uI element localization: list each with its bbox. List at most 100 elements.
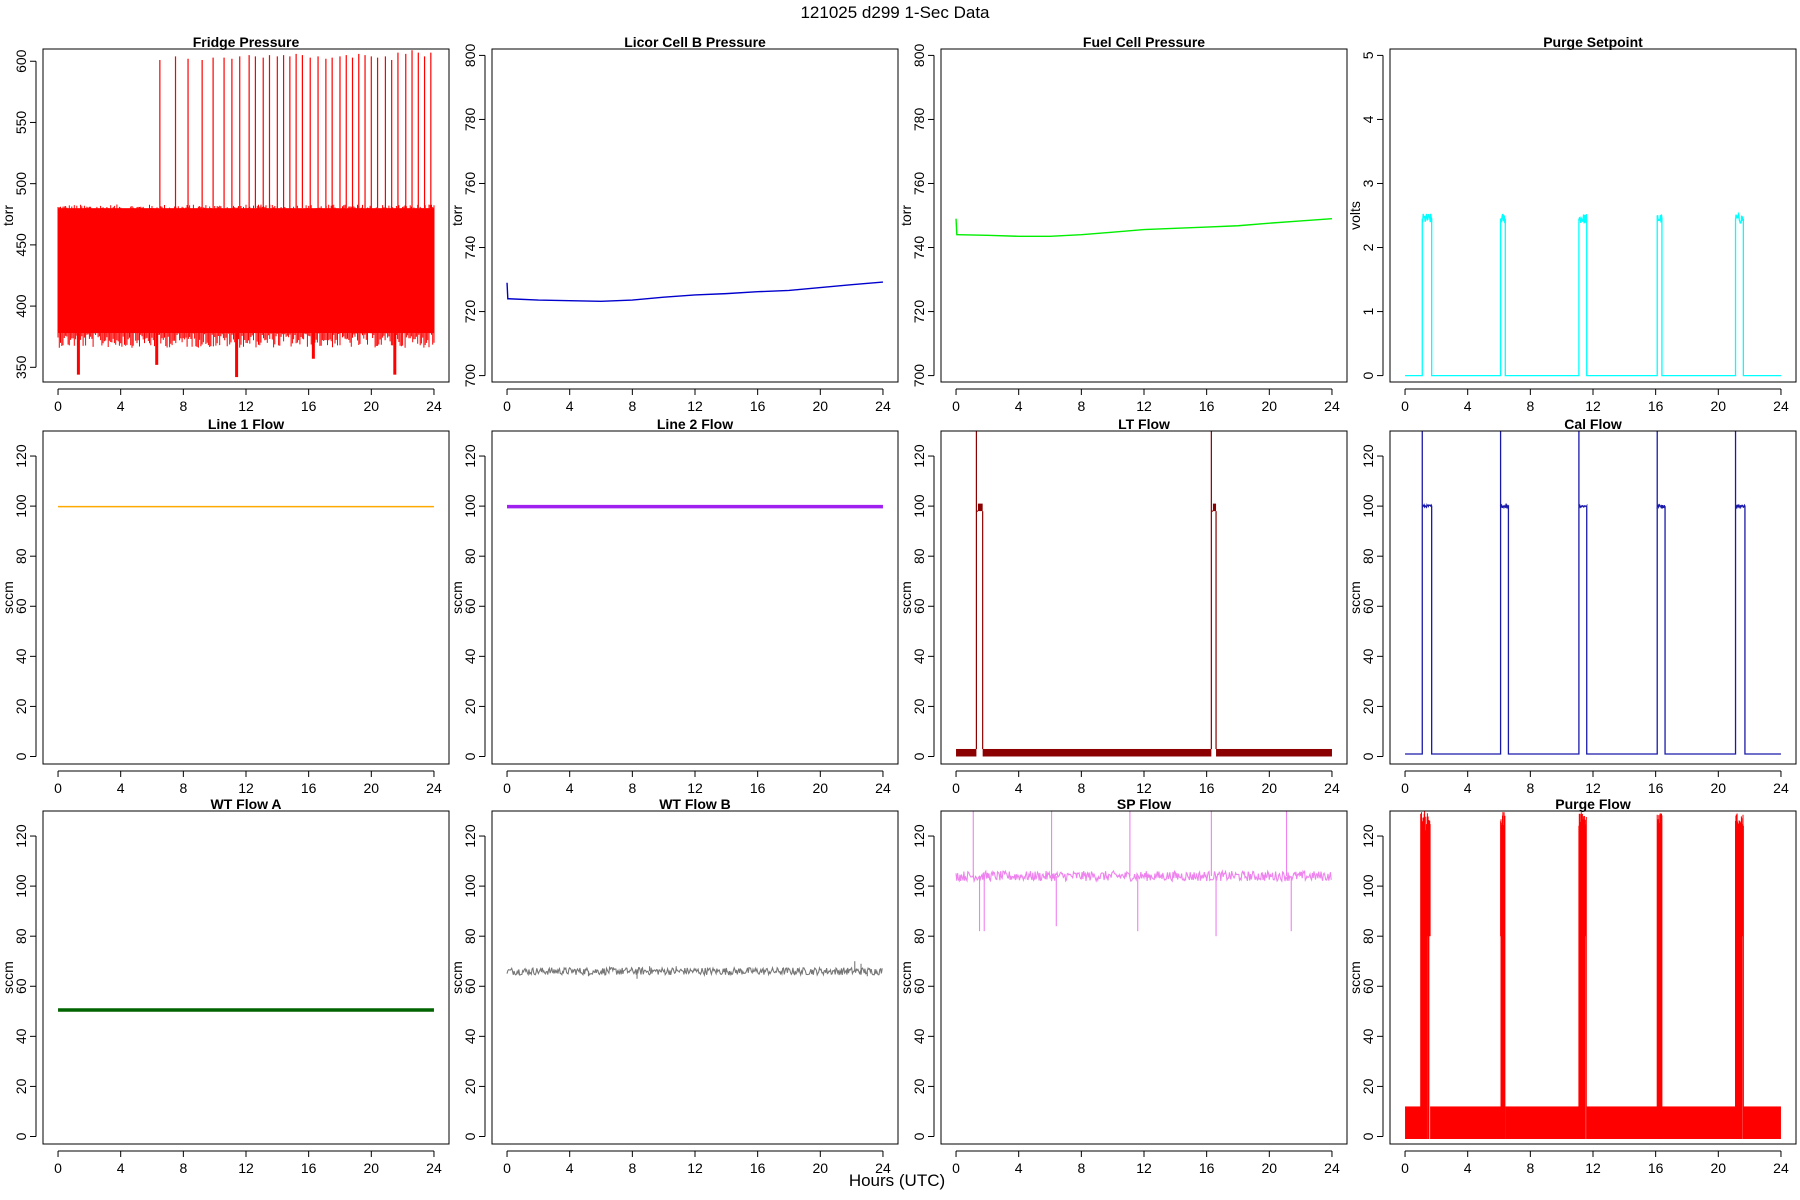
x-tick-label-spflow-4: 4 bbox=[1015, 1160, 1023, 1176]
series-purgeflow-0-band-5 bbox=[1743, 1106, 1781, 1139]
series-purgeflow-0-band-1 bbox=[1430, 1106, 1501, 1139]
y-axis-label-spflow: sccm bbox=[898, 961, 914, 994]
y-tick-label-line2-120: 120 bbox=[462, 444, 478, 468]
x-tick-label-spflow-0: 0 bbox=[952, 1160, 960, 1176]
y-tick-label-purgeset-5: 5 bbox=[1360, 51, 1376, 59]
panel-calflow: Cal Flow 0 4 8 12 16 20 24 0 20 40 60 80 100 120 sccm bbox=[1347, 416, 1797, 796]
x-tick-label-line1-20: 20 bbox=[364, 780, 380, 796]
y-tick-label-calflow-0: 0 bbox=[1360, 752, 1376, 760]
series-ltflow-0-edge-1 bbox=[1210, 431, 1217, 749]
y-tick-label-purgeset-3: 3 bbox=[1360, 179, 1376, 187]
frame-line2 bbox=[491, 430, 899, 765]
y-tick-label-wtb-100: 100 bbox=[462, 874, 478, 898]
y-tick-label-ltflow-40: 40 bbox=[911, 648, 927, 664]
panel-fridge: Fridge Pressure 0 4 8 12 16 20 24 350 400 450 500 55… bbox=[0, 34, 450, 414]
x-tick-label-fuelcell-16: 16 bbox=[1199, 398, 1215, 414]
y-tick-label-spflow-80: 80 bbox=[911, 928, 927, 944]
y-tick-label-spflow-120: 120 bbox=[911, 824, 927, 848]
panel-title-ltflow: LT Flow bbox=[1118, 416, 1170, 432]
y-tick-label-purgeset-0: 0 bbox=[1360, 371, 1376, 379]
y-tick-label-fuelcell-740: 740 bbox=[911, 236, 927, 260]
y-tick-label-wta-80: 80 bbox=[13, 928, 29, 944]
x-tick-label-purgeflow-12: 12 bbox=[1585, 1160, 1601, 1176]
x-tick-label-wta-20: 20 bbox=[364, 1160, 380, 1176]
x-tick-label-wtb-0: 0 bbox=[503, 1160, 511, 1176]
y-tick-label-line1-20: 20 bbox=[13, 698, 29, 714]
x-tick-label-fridge-24: 24 bbox=[426, 398, 442, 414]
x-tick-label-licor-12: 12 bbox=[687, 398, 703, 414]
x-tick-label-line2-20: 20 bbox=[813, 780, 829, 796]
x-tick-label-line1-12: 12 bbox=[238, 780, 254, 796]
panel-wtb: WT Flow B 0 4 8 12 16 20 24 0 20 40 60 80 100 120 sccm bbox=[449, 796, 899, 1176]
series-ltflow-0-edge-0 bbox=[975, 431, 984, 749]
y-tick-label-fridge-600: 600 bbox=[13, 49, 29, 73]
plot-area-fridge bbox=[57, 50, 435, 378]
y-axis-label-calflow: sccm bbox=[1347, 581, 1363, 614]
plot-area-spflow bbox=[955, 811, 1332, 937]
y-tick-label-ltflow-120: 120 bbox=[911, 444, 927, 468]
y-tick-label-wtb-60: 60 bbox=[462, 978, 478, 994]
x-tick-label-calflow-4: 4 bbox=[1464, 780, 1472, 796]
series-ltflow-0-pulse-0 bbox=[977, 503, 983, 512]
y-tick-label-fuelcell-700: 700 bbox=[911, 364, 927, 388]
frame-calflow bbox=[1389, 430, 1797, 765]
y-axis-label-fridge: torr bbox=[0, 205, 16, 226]
y-tick-label-wtb-20: 20 bbox=[462, 1078, 478, 1094]
y-tick-label-purgeflow-20: 20 bbox=[1360, 1078, 1376, 1094]
plot-area-purgeflow bbox=[1405, 811, 1781, 1139]
series-purgeflow-0-pulse-0 bbox=[1420, 811, 1431, 1139]
y-axis-label-wta: sccm bbox=[0, 961, 16, 994]
x-tick-label-purgeset-16: 16 bbox=[1648, 398, 1664, 414]
y-tick-label-purgeflow-40: 40 bbox=[1360, 1028, 1376, 1044]
y-tick-label-ltflow-20: 20 bbox=[911, 698, 927, 714]
y-tick-label-wta-100: 100 bbox=[13, 874, 29, 898]
y-tick-label-calflow-100: 100 bbox=[1360, 494, 1376, 518]
panel-title-fridge: Fridge Pressure bbox=[193, 34, 300, 50]
y-tick-label-wtb-0: 0 bbox=[462, 1132, 478, 1140]
y-tick-label-calflow-120: 120 bbox=[1360, 444, 1376, 468]
y-tick-label-calflow-60: 60 bbox=[1360, 598, 1376, 614]
x-tick-label-calflow-20: 20 bbox=[1711, 780, 1727, 796]
x-tick-label-spflow-8: 8 bbox=[1077, 1160, 1085, 1176]
frame-line1 bbox=[42, 430, 450, 765]
y-axis-label-fuelcell: torr bbox=[898, 205, 914, 226]
y-axis-label-line2: sccm bbox=[449, 581, 465, 614]
y-tick-label-ltflow-100: 100 bbox=[911, 494, 927, 518]
x-tick-label-ltflow-16: 16 bbox=[1199, 780, 1215, 796]
x-tick-label-purgeset-24: 24 bbox=[1773, 398, 1789, 414]
x-tick-label-wta-12: 12 bbox=[238, 1160, 254, 1176]
series-purgeflow-0-band-3 bbox=[1586, 1106, 1658, 1139]
x-tick-label-calflow-0: 0 bbox=[1401, 780, 1409, 796]
series-purgeflow-0-pulse-4 bbox=[1735, 813, 1744, 1139]
y-axis-label-ltflow: sccm bbox=[898, 581, 914, 614]
x-tick-label-purgeflow-20: 20 bbox=[1711, 1160, 1727, 1176]
frame-purgeflow bbox=[1389, 810, 1797, 1145]
y-tick-label-line1-40: 40 bbox=[13, 648, 29, 664]
y-axis-label-wtb: sccm bbox=[449, 961, 465, 994]
frame-spflow bbox=[940, 810, 1348, 1145]
x-tick-label-ltflow-12: 12 bbox=[1136, 780, 1152, 796]
panel-fuelcell: Fuel Cell Pressure 0 4 8 12 16 20 24 700 720 740 76… bbox=[898, 34, 1348, 414]
x-tick-label-calflow-16: 16 bbox=[1648, 780, 1664, 796]
series-purgeflow-0-pulse-2 bbox=[1578, 812, 1587, 1139]
x-tick-label-line1-8: 8 bbox=[179, 780, 187, 796]
x-tick-label-line2-8: 8 bbox=[628, 780, 636, 796]
panel-title-fuelcell: Fuel Cell Pressure bbox=[1083, 34, 1205, 50]
series-purgeflow-0-pulse-1 bbox=[1500, 812, 1506, 1139]
x-tick-label-ltflow-20: 20 bbox=[1262, 780, 1278, 796]
y-tick-label-purgeflow-80: 80 bbox=[1360, 928, 1376, 944]
panel-line1: Line 1 Flow 0 4 8 12 16 20 24 0 20 40 60 80 100 120 scc… bbox=[0, 416, 450, 796]
y-tick-label-licor-700: 700 bbox=[462, 364, 478, 388]
figure-xlabel: Hours (UTC) bbox=[849, 1171, 945, 1190]
x-tick-label-wtb-20: 20 bbox=[813, 1160, 829, 1176]
x-tick-label-wta-0: 0 bbox=[54, 1160, 62, 1176]
x-tick-label-fuelcell-0: 0 bbox=[952, 398, 960, 414]
panel-spflow: SP Flow 0 4 8 12 16 20 24 0 20 40 60 80 100 120 sccm bbox=[898, 796, 1348, 1176]
series-ltflow-0-base-2 bbox=[1216, 748, 1332, 757]
y-tick-label-wta-20: 20 bbox=[13, 1078, 29, 1094]
x-tick-label-licor-20: 20 bbox=[813, 398, 829, 414]
x-tick-label-purgeset-12: 12 bbox=[1585, 398, 1601, 414]
x-tick-label-ltflow-24: 24 bbox=[1324, 780, 1340, 796]
x-tick-label-fuelcell-12: 12 bbox=[1136, 398, 1152, 414]
y-tick-label-licor-760: 760 bbox=[462, 172, 478, 196]
